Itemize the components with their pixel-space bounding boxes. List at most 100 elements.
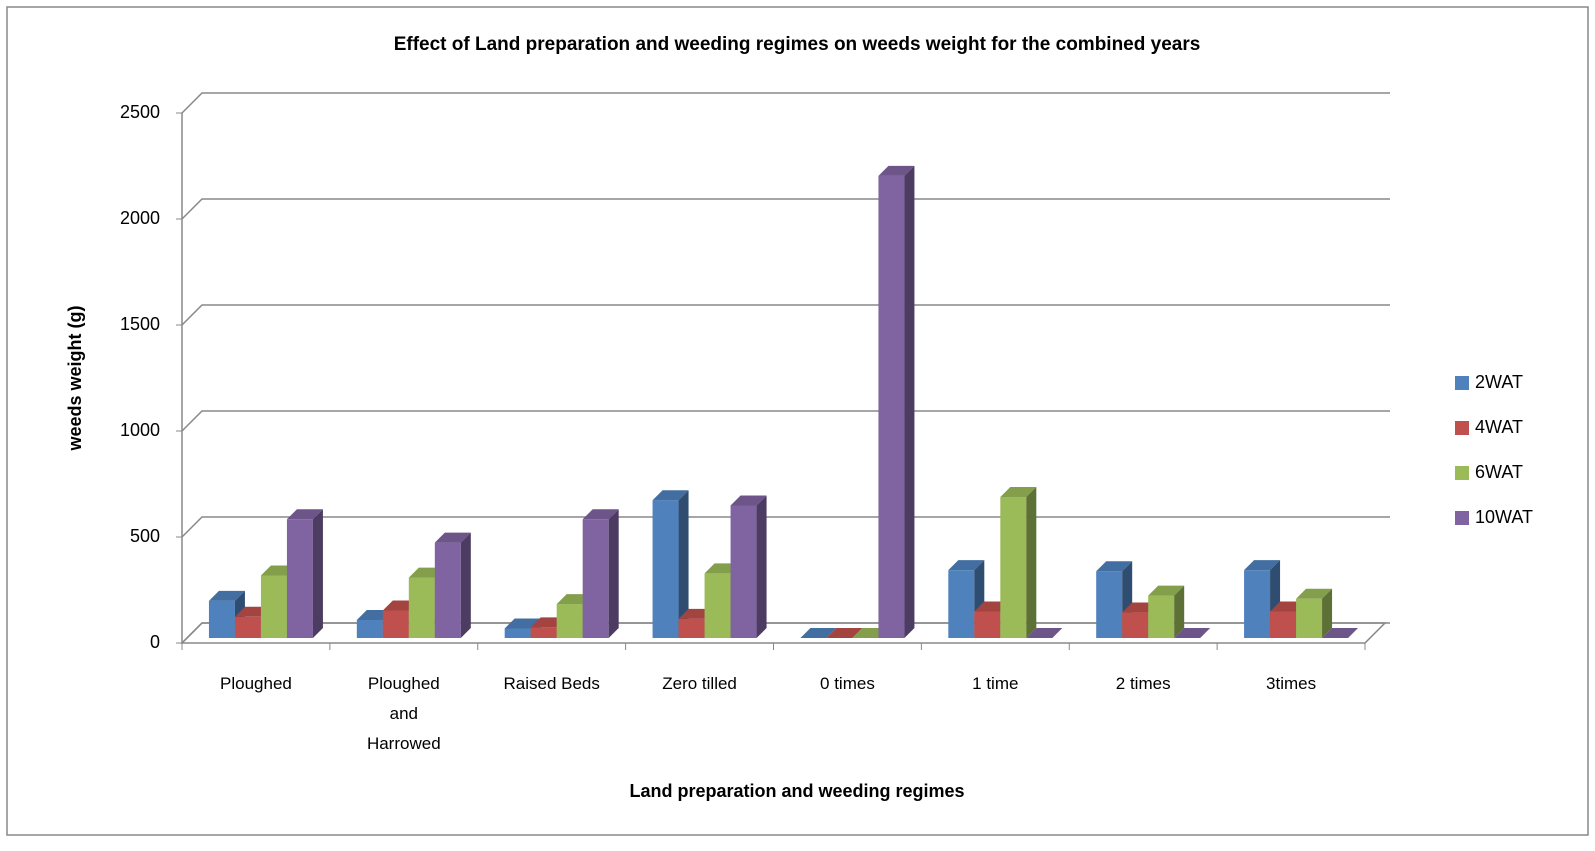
bar-side: [904, 165, 915, 638]
bar-top: [730, 495, 767, 506]
bar-3d: [1148, 585, 1185, 638]
bar: [260, 575, 287, 638]
bar-top: [948, 560, 985, 571]
x-tick-label: Raised Beds: [503, 674, 600, 693]
x-tick-label: Ploughed and Harrowed: [366, 674, 441, 753]
bar-top: [878, 165, 915, 176]
chart-frame: [6, 6, 1589, 836]
bar-top: [1096, 561, 1133, 572]
bar: [208, 600, 235, 638]
bar-side: [756, 495, 767, 638]
bar-side: [1026, 487, 1037, 638]
bar: [1000, 497, 1027, 638]
bar-top: [1244, 560, 1281, 571]
y-tick-label: 1000: [120, 420, 160, 440]
grid-line: [181, 516, 1390, 538]
bar-3d: [582, 509, 619, 638]
legend-swatch: [1455, 466, 1469, 480]
bar: [1148, 595, 1175, 638]
bar: [1296, 598, 1323, 638]
bar: [704, 573, 731, 638]
y-tick-label: 500: [130, 526, 160, 546]
bar-side: [312, 509, 323, 638]
legend-label: 10WAT: [1475, 507, 1533, 527]
legend-swatch: [1455, 376, 1469, 390]
bar: [234, 616, 261, 638]
legend-swatch: [1455, 421, 1469, 435]
bar-3d: [878, 165, 915, 638]
bar-top: [1000, 487, 1037, 498]
bar-3d: [1296, 588, 1333, 638]
bar-top: [800, 628, 837, 638]
x-tick-label: Ploughed: [220, 674, 292, 693]
bar-top: [1148, 585, 1185, 596]
bar: [1122, 612, 1149, 638]
bar: [530, 627, 557, 638]
bar-side: [608, 509, 619, 638]
x-tick-label: 2 times: [1115, 674, 1171, 693]
chart-title: Effect of Land preparation and weeding r…: [394, 34, 1201, 55]
legend-label: 6WAT: [1475, 462, 1523, 482]
y-tick-label: 2000: [120, 208, 160, 228]
bar: [730, 505, 757, 638]
bar: [434, 542, 461, 638]
bar-3d: [800, 628, 837, 638]
bar-side: [460, 532, 471, 638]
bar: [1270, 611, 1297, 638]
grid-line: [181, 198, 1390, 220]
grid-line: [181, 410, 1390, 432]
bar-top: [1174, 628, 1211, 638]
bar-3d: [434, 532, 471, 638]
bar: [504, 628, 531, 638]
legend-label: 2WAT: [1475, 372, 1523, 392]
bar: [652, 500, 679, 638]
bar: [678, 618, 705, 638]
bar-top: [1296, 588, 1333, 599]
bar-3d: [1026, 628, 1063, 638]
bar-top: [1322, 628, 1359, 638]
bar-side: [678, 490, 689, 638]
bar: [556, 604, 583, 638]
x-tick-label: 0 times: [820, 674, 875, 693]
x-tick-label: 3times: [1266, 674, 1317, 693]
bar-3d: [826, 628, 863, 638]
bar: [1096, 571, 1123, 638]
grid-line: [181, 92, 1390, 114]
bar: [286, 519, 313, 638]
bar-3d: [1322, 628, 1359, 638]
bar-top: [286, 509, 323, 520]
bar-top: [582, 509, 619, 520]
y-tick-label: 2500: [120, 102, 160, 122]
x-tick-label: 1 time: [972, 674, 1019, 693]
bar-top: [826, 628, 863, 638]
bar: [356, 619, 383, 638]
legend-label: 4WAT: [1475, 417, 1523, 437]
bar-top: [208, 590, 245, 601]
x-axis-title: Land preparation and weeding regimes: [629, 781, 964, 801]
y-axis-title: weeds weight (g): [65, 305, 85, 451]
bar-side: [1174, 585, 1185, 638]
bar: [974, 611, 1001, 638]
bar-3d: [730, 495, 767, 638]
x-tick-label: Zero tilled: [662, 674, 737, 693]
y-tick-label: 0: [150, 632, 160, 652]
bar: [408, 577, 435, 638]
bar-top: [434, 532, 471, 543]
bar-3d: [1000, 487, 1037, 638]
bar-3d: [1174, 628, 1211, 638]
bar: [582, 519, 609, 638]
bar: [1244, 570, 1271, 638]
bar-top: [1026, 628, 1063, 638]
bar-top: [504, 618, 541, 629]
bar-3d: [286, 509, 323, 638]
bar: [382, 610, 409, 638]
bar-3d: [652, 490, 689, 638]
y-tick-label: 1500: [120, 314, 160, 334]
grid-line: [181, 304, 1390, 326]
bar-side: [1322, 588, 1333, 638]
bar-top: [652, 490, 689, 501]
floor: [180, 622, 1387, 644]
bar: [948, 570, 975, 638]
